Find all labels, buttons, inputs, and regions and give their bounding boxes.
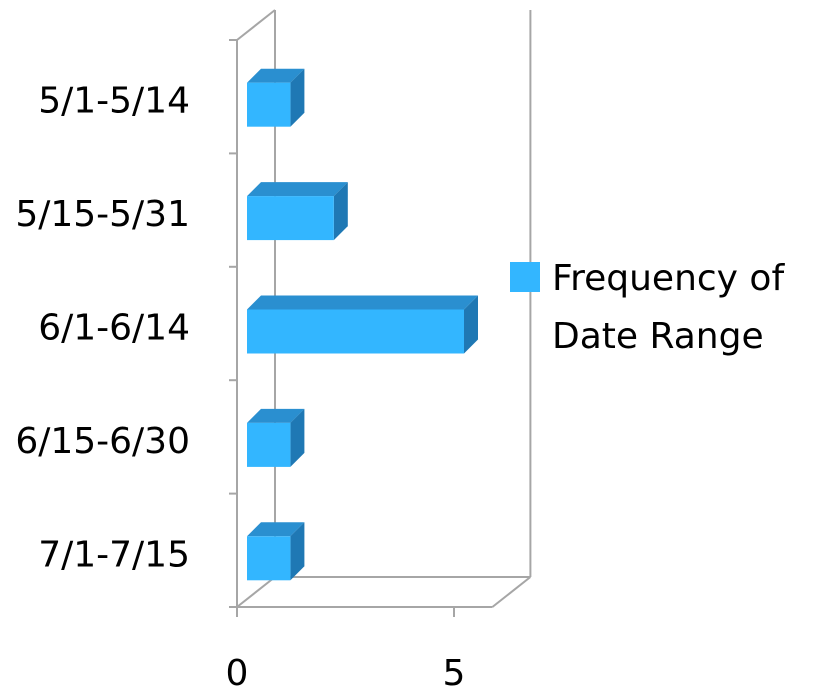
floor-right-diagonal: [491, 576, 532, 608]
category-label: 7/1-7/15: [38, 534, 190, 575]
bar-top-face: [247, 68, 305, 83]
bar: [247, 68, 305, 127]
bar-front-face: [247, 422, 291, 467]
wall-top-diagonal: [236, 9, 276, 41]
category-labels: 5/1-5/14 5/15-5/31 6/1-6/14 6/15-6/30 7/1-7/…: [15, 81, 190, 576]
bar: [247, 408, 305, 467]
bar-top-face: [247, 522, 305, 537]
bar-side-face: [464, 295, 478, 354]
chart-walls: [229, 9, 532, 617]
bar-side-face: [333, 182, 348, 241]
category-label: 5/15-5/31: [15, 194, 190, 235]
category-label: 6/15-6/30: [15, 421, 190, 462]
bar-side-face: [290, 522, 305, 581]
legend: Frequency of Date Range: [510, 258, 785, 357]
bar-top-face: [247, 408, 305, 423]
bar-front-face: [247, 196, 334, 241]
legend-swatch: [510, 262, 540, 292]
legend-label: Frequency of: [552, 258, 785, 299]
bar-front-face: [247, 309, 464, 354]
bar-front-face: [247, 536, 291, 581]
x-tick-label: 5: [443, 653, 466, 694]
bar-top-face: [247, 182, 348, 197]
bar: [247, 522, 305, 581]
bar: [247, 295, 478, 354]
bar: [247, 182, 348, 241]
legend-label: Date Range: [552, 316, 764, 357]
bar-side-face: [290, 408, 305, 467]
x-tick-label: 0: [226, 653, 249, 694]
bar-side-face: [290, 68, 305, 127]
bar-front-face: [247, 82, 291, 127]
bars-group: [247, 68, 478, 581]
floor-left-diagonal: [236, 576, 276, 608]
bar-top-face: [247, 295, 478, 310]
category-label: 5/1-5/14: [38, 81, 190, 122]
category-label: 6/1-6/14: [38, 308, 190, 349]
